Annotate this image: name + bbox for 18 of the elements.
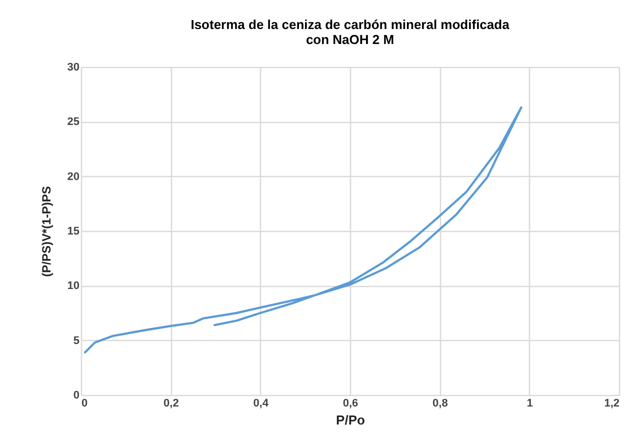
y-tick-label: 30	[67, 62, 80, 74]
x-tick-label: 0,4	[253, 398, 270, 410]
chart-title: Isoterma de la ceniza de carbón mineral modificada con NaOH 2 M	[190, 17, 510, 47]
x-tick-label: 0,2	[164, 398, 179, 410]
x-axis-title: P/Po	[336, 412, 365, 428]
line-series	[84, 106, 522, 354]
y-axis-title: (P/PS)V*(1-P)PS	[39, 186, 54, 277]
x-tick-label: 1,2	[604, 398, 620, 410]
x-tick-label: 0,8	[432, 398, 448, 410]
x-tick-label: 0	[82, 398, 88, 410]
y-tick-label: 20	[67, 170, 80, 183]
x-tick-label: 1	[526, 398, 533, 410]
y-tick-label: 0	[73, 390, 80, 402]
y-tick-label: 10	[67, 280, 80, 292]
x-tick-label: 0,6	[342, 398, 358, 410]
y-tick-label: 5	[73, 334, 80, 347]
y-tick-label: 25	[67, 116, 80, 128]
y-tick-label: 15	[67, 226, 80, 238]
